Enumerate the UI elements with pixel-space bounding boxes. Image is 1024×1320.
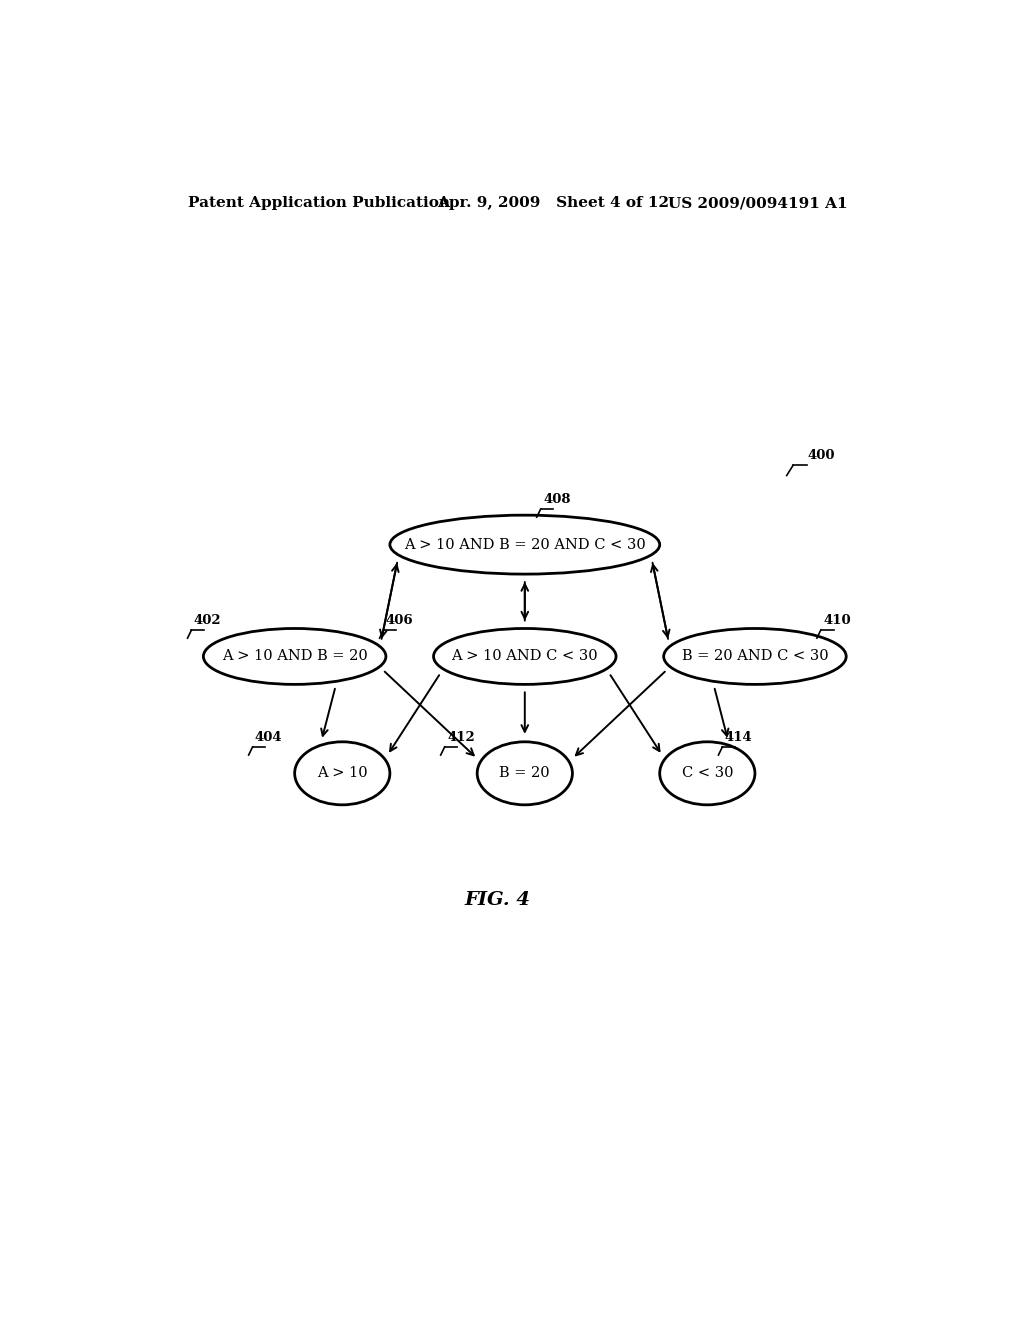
Text: A > 10 AND B = 20: A > 10 AND B = 20: [222, 649, 368, 664]
Text: B = 20: B = 20: [500, 767, 550, 780]
Text: A > 10 AND B = 20 AND C < 30: A > 10 AND B = 20 AND C < 30: [403, 537, 646, 552]
Text: Patent Application Publication: Patent Application Publication: [187, 197, 450, 210]
Ellipse shape: [295, 742, 390, 805]
Text: C < 30: C < 30: [682, 767, 733, 780]
Ellipse shape: [390, 515, 659, 574]
Text: Apr. 9, 2009   Sheet 4 of 12: Apr. 9, 2009 Sheet 4 of 12: [437, 197, 670, 210]
Text: US 2009/0094191 A1: US 2009/0094191 A1: [668, 197, 847, 210]
Text: 412: 412: [447, 731, 475, 744]
Ellipse shape: [477, 742, 572, 805]
Text: A > 10: A > 10: [317, 767, 368, 780]
Text: FIG. 4: FIG. 4: [464, 891, 530, 909]
Ellipse shape: [204, 628, 386, 684]
Ellipse shape: [659, 742, 755, 805]
Text: B = 20 AND C < 30: B = 20 AND C < 30: [682, 649, 828, 664]
Text: 414: 414: [725, 731, 753, 744]
Text: 400: 400: [807, 449, 835, 462]
Text: 410: 410: [823, 614, 851, 627]
Ellipse shape: [664, 628, 846, 684]
Text: 408: 408: [543, 492, 570, 506]
Text: A > 10 AND C < 30: A > 10 AND C < 30: [452, 649, 598, 664]
Text: 404: 404: [255, 731, 283, 744]
Text: 406: 406: [386, 614, 414, 627]
Ellipse shape: [433, 628, 616, 684]
Text: 402: 402: [194, 614, 221, 627]
